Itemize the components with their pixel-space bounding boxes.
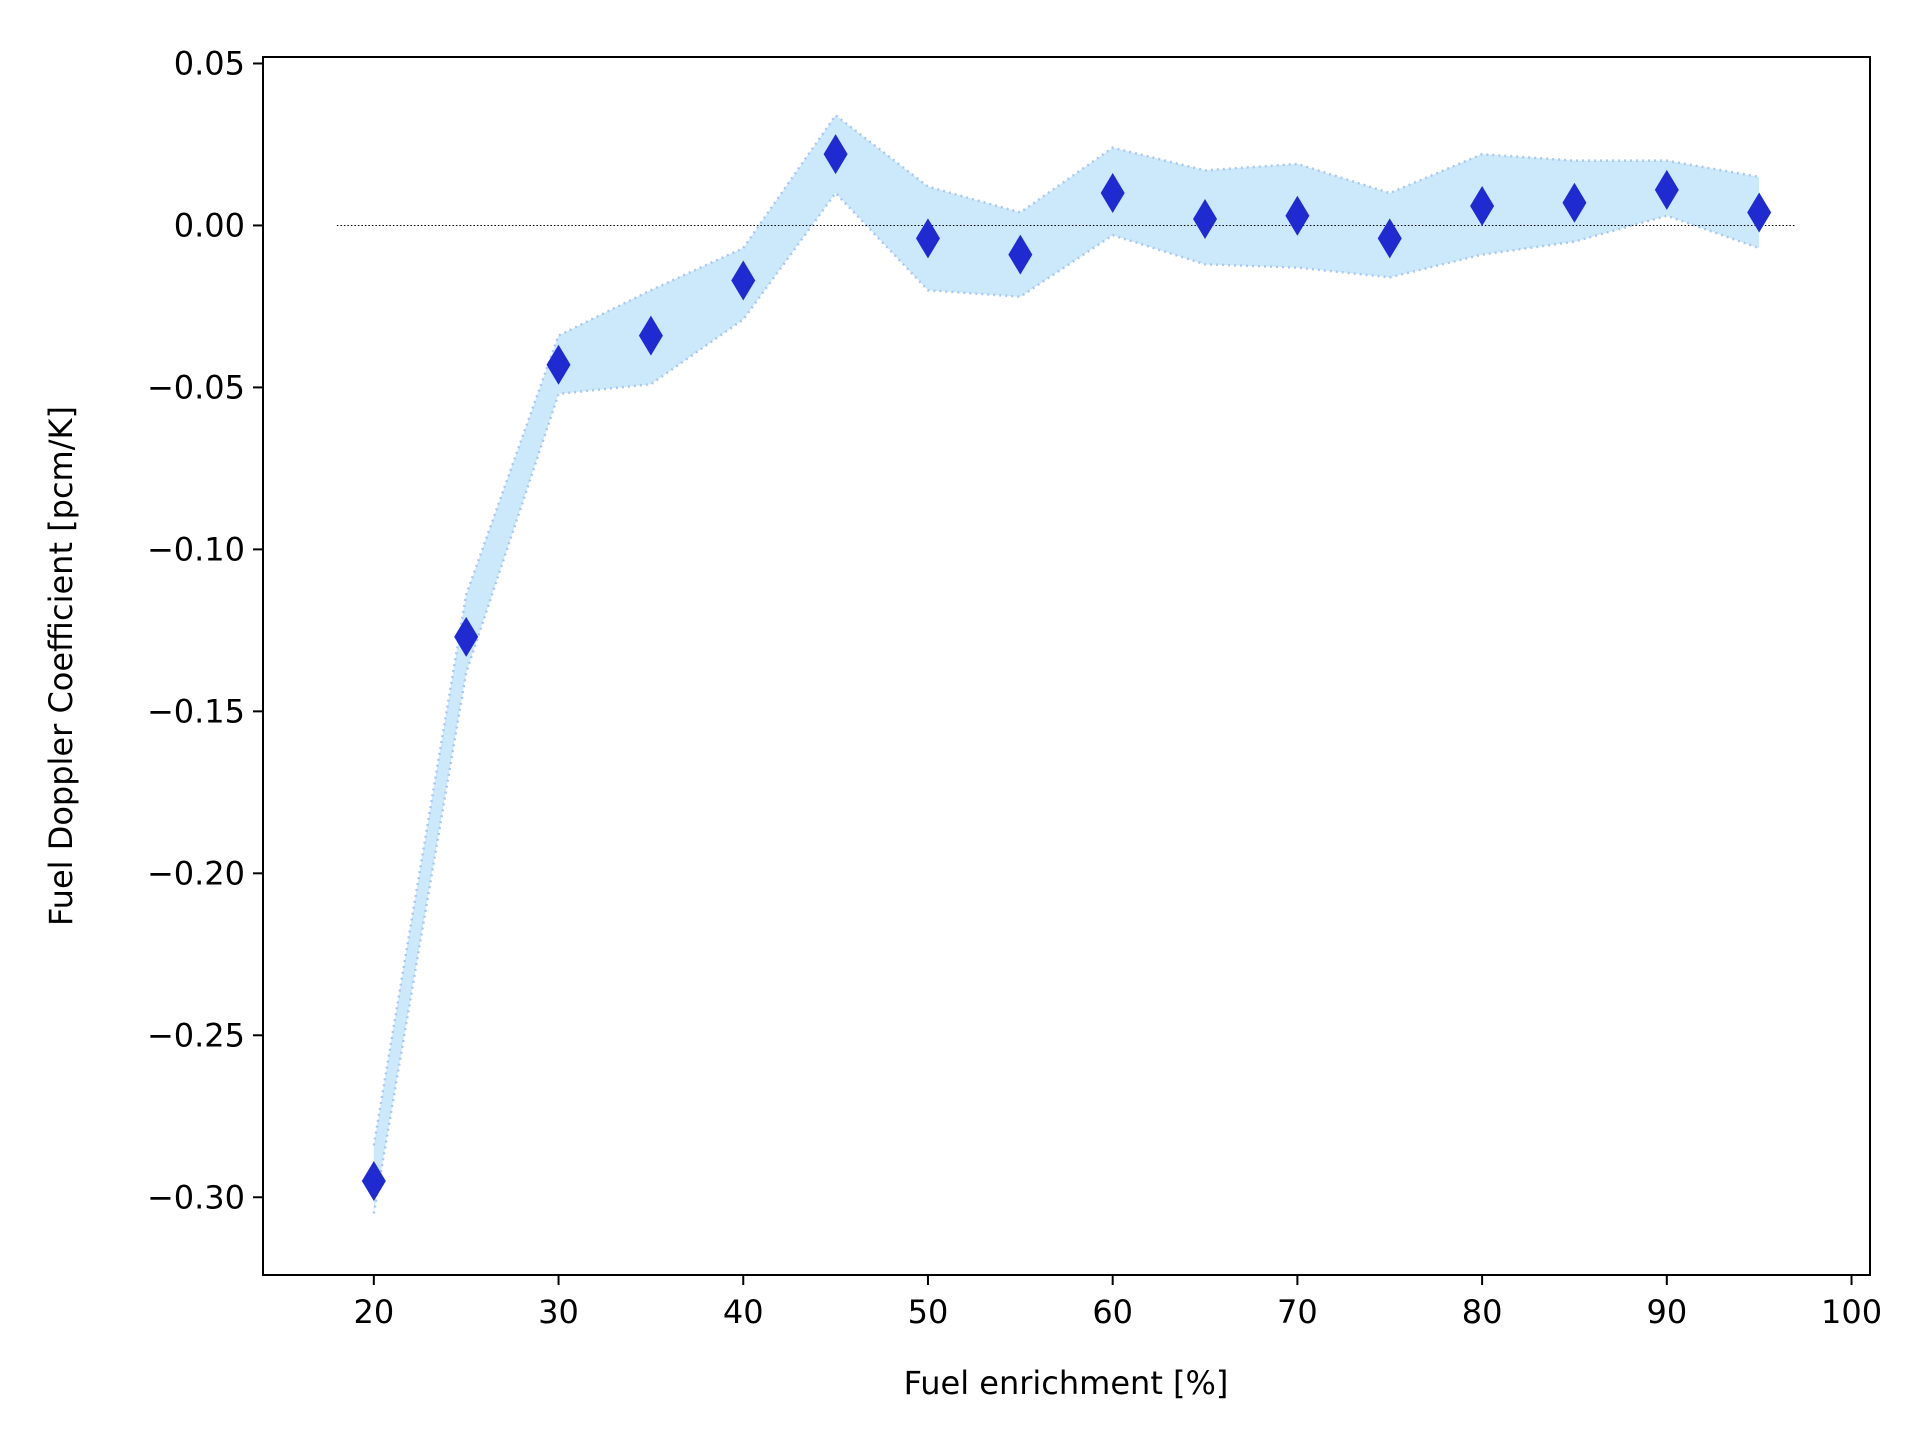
data-point-marker	[1193, 198, 1218, 239]
x-tick-label: 40	[723, 1293, 764, 1331]
y-axis-label: Fuel Doppler Coefficient [pcm/K]	[42, 406, 80, 926]
data-point-marker	[638, 315, 663, 356]
y-tick-label: −0.15	[147, 692, 245, 730]
x-tick-label: 30	[538, 1293, 579, 1331]
x-axis-label: Fuel enrichment [%]	[904, 1364, 1229, 1402]
y-tick-label: 0.05	[174, 44, 245, 82]
x-tick-label: 60	[1092, 1293, 1133, 1331]
x-tick-label: 70	[1277, 1293, 1318, 1331]
data-point-marker	[1747, 192, 1772, 233]
y-axis-ticks: 0.05 0.00 −0.05 −0.10 −0.15 −0.20 −0.25 −0.30	[147, 44, 263, 1216]
data-point-marker	[546, 344, 571, 385]
uncertainty-band	[373, 115, 1760, 1214]
y-tick-label: −0.05	[147, 368, 245, 406]
data-point-marker	[454, 616, 479, 657]
band-lower-edge	[372, 191, 1760, 1214]
plot-frame	[262, 56, 1871, 1276]
y-tick-label: −0.25	[147, 1016, 245, 1054]
x-tick-label: 20	[353, 1293, 394, 1331]
data-point-marker	[1654, 169, 1679, 210]
x-tick-label: 50	[908, 1293, 949, 1331]
data-point-marker	[1377, 218, 1402, 259]
data-point-marker	[1100, 173, 1125, 214]
data-point-marker	[1285, 195, 1310, 236]
data-point-marker	[1562, 182, 1587, 223]
y-tick-label: −0.20	[147, 854, 245, 892]
y-tick-label: −0.10	[147, 530, 245, 568]
data-point-marker	[1008, 234, 1033, 275]
data-marker-layer	[361, 134, 1772, 1202]
x-axis-ticks: 20 30 40 50 60 70 80 90 100	[353, 1275, 1882, 1331]
data-point-marker	[361, 1161, 386, 1202]
data-point-marker	[823, 134, 848, 175]
x-tick-label: 80	[1462, 1293, 1503, 1331]
y-tick-label: −0.30	[147, 1178, 245, 1216]
data-point-marker	[1470, 186, 1495, 227]
y-tick-label: 0.00	[174, 206, 245, 244]
band-upper-edge	[372, 113, 1760, 1146]
data-point-marker	[915, 218, 940, 259]
x-tick-label: 90	[1646, 1293, 1687, 1331]
data-point-marker	[731, 260, 756, 301]
x-tick-label: 100	[1821, 1293, 1882, 1331]
uncertainty-band-layer	[372, 113, 1760, 1214]
